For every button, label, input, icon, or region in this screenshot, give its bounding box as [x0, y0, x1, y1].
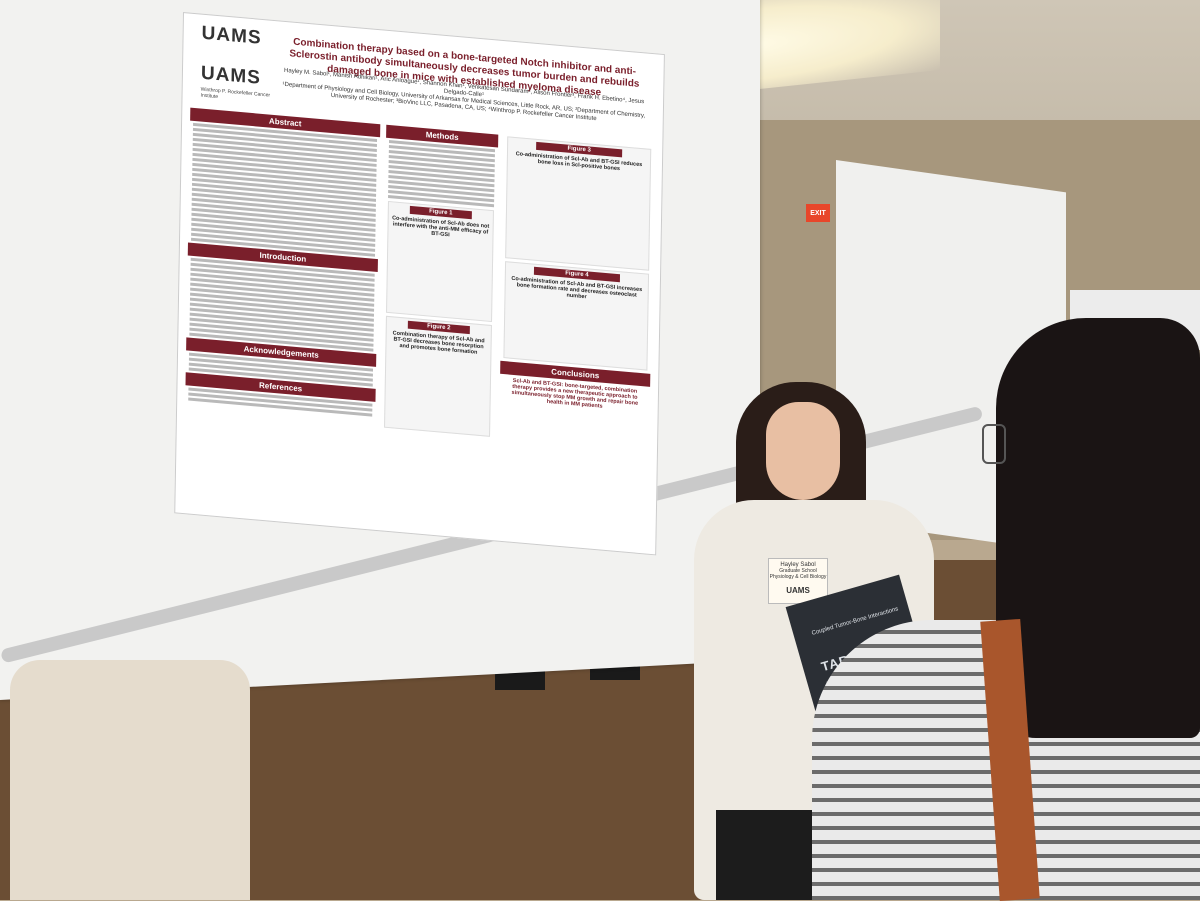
figure-2-caption: Combination therapy of Scl-Ab and BT-GSI…: [392, 330, 485, 356]
poster-column-middle: Methods Figure 1 Co-administration of Sc…: [381, 123, 499, 440]
viewer-hair: [996, 318, 1200, 738]
poster-column-right: Figure 3 Co-administration of Scl-Ab and…: [500, 133, 655, 415]
exit-sign: EXIT: [806, 204, 830, 222]
uams-logo: UAMS: [201, 22, 262, 49]
uams-logo-secondary: UAMS: [200, 62, 262, 89]
figure-1: Figure 1 Co-administration of Scl-Ab doe…: [386, 200, 494, 323]
figure-1-caption: Co-administration of Scl-Ab does not int…: [392, 215, 490, 239]
figure-4-caption: Co-administration of Scl-Ab and BT-GSI i…: [511, 275, 643, 301]
badge-role: Graduate School Physiology & Cell Biolog…: [769, 568, 827, 580]
badge-name: Hayley Sabol: [780, 562, 816, 568]
figure-3: Figure 3 Co-administration of Scl-Ab and…: [505, 136, 652, 271]
presenter-pants: [716, 810, 826, 900]
background-person-left: [10, 660, 250, 900]
name-badge: Hayley Sabol Graduate School Physiology …: [768, 558, 828, 604]
poster-column-left: Abstract Introduction Acknowledgements R…: [185, 106, 381, 419]
presenter-face: [766, 402, 840, 500]
badge-logo: UAMS: [786, 586, 810, 595]
glasses-icon: [982, 424, 1006, 464]
figure-2: Figure 2 Combination therapy of Scl-Ab a…: [384, 315, 492, 437]
figure-4: Figure 4 Co-administration of Scl-Ab and…: [503, 261, 650, 371]
research-poster: UAMS UAMS Winthrop P. Rockefeller Cancer…: [174, 12, 665, 556]
